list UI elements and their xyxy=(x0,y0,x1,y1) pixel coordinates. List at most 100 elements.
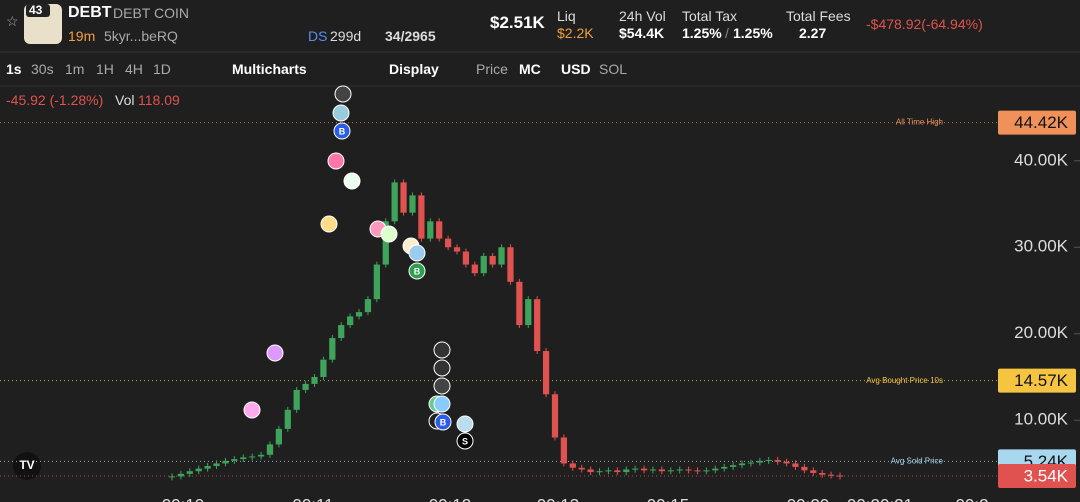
candle-body xyxy=(525,299,532,326)
holders: 34/2965 xyxy=(385,28,436,44)
price-tag xyxy=(998,464,1076,489)
stat-value: 1.25% xyxy=(682,25,722,41)
candle-body xyxy=(168,476,176,478)
interval[interactable]: 4H xyxy=(125,61,143,77)
candle-body xyxy=(275,428,282,445)
trade-marker xyxy=(434,413,452,431)
candle-body xyxy=(329,338,336,360)
interval[interactable]: 1H xyxy=(96,61,114,77)
trader-avatar xyxy=(433,395,451,413)
candle-body xyxy=(409,195,416,213)
candle-body xyxy=(632,468,639,470)
candle-body xyxy=(605,470,612,472)
trader-avatar xyxy=(243,401,261,419)
price-tag-label: 14.57K xyxy=(1014,371,1069,390)
display[interactable]: Display xyxy=(389,61,439,77)
trade-marker-label: S xyxy=(462,436,468,446)
candle-body xyxy=(195,468,202,472)
price-toggle[interactable]: Price xyxy=(476,61,508,77)
stat-label: Liq xyxy=(557,8,576,24)
stat-value: $2.2K xyxy=(557,25,594,41)
price-line-label: Avg Sold Price xyxy=(891,456,944,465)
interval[interactable]: 30s xyxy=(31,61,54,77)
y-tick-label: 20.00K xyxy=(1014,323,1069,342)
candle-body xyxy=(569,463,576,468)
usd-toggle[interactable]: USD xyxy=(561,61,591,77)
trader-avatar xyxy=(332,104,350,122)
trader-avatar xyxy=(380,225,398,243)
candle-body xyxy=(516,281,523,326)
mc-toggle[interactable]: MC xyxy=(519,61,541,77)
legend-vol-label: Vol xyxy=(115,92,135,108)
candle-body xyxy=(827,474,835,476)
price-tag xyxy=(998,368,1076,393)
candle-body xyxy=(614,470,621,473)
multicharts[interactable]: Multicharts xyxy=(232,61,307,77)
trader-avatar xyxy=(327,152,345,170)
interval[interactable]: 1s xyxy=(6,61,22,77)
sol-toggle[interactable]: SOL xyxy=(599,61,628,77)
stat-label: Total Fees xyxy=(786,8,851,24)
legend-vol: 118.09 xyxy=(138,92,180,108)
candle-body xyxy=(685,469,692,471)
stat-label: Total Tax xyxy=(682,8,737,24)
price-tag-label: 44.42K xyxy=(1014,113,1069,132)
candle-body xyxy=(507,247,514,282)
trader-avatar xyxy=(456,415,474,433)
candle-body xyxy=(712,468,719,471)
candle-body xyxy=(471,264,478,274)
x-tick-label: 00:20:21 xyxy=(847,495,913,502)
candle-body xyxy=(391,182,398,222)
trader-avatar xyxy=(343,172,361,190)
x-tick-label: 00:11 xyxy=(292,495,333,502)
ds[interactable]: DS xyxy=(308,28,328,44)
x-tick-label: 00:20 xyxy=(787,495,830,502)
candle-body xyxy=(667,470,674,472)
legend-change: -45.92 (-1.28%) xyxy=(6,92,104,108)
candle-body xyxy=(373,264,380,300)
candle-body xyxy=(177,473,185,477)
address[interactable]: 5kyr...beRQ xyxy=(104,28,178,44)
y-tick-label: 10.00K xyxy=(1014,410,1069,429)
trader-avatar xyxy=(320,215,338,233)
candle-body xyxy=(756,460,763,463)
candle-body xyxy=(801,466,808,471)
trade-marker-label: B xyxy=(440,417,447,427)
ds-age: 299d xyxy=(330,28,362,44)
trade-marker-label: B xyxy=(414,266,421,276)
candle-body xyxy=(355,312,363,317)
price-line-label: Avg Bought Price 10s xyxy=(866,376,943,385)
age: 19m xyxy=(68,28,96,44)
star-icon[interactable]: ☆ xyxy=(6,13,19,29)
svg-text:TV: TV xyxy=(19,458,34,472)
x-tick-label: 00:12 xyxy=(429,495,472,502)
trade-marker xyxy=(456,432,474,450)
interval[interactable]: 1m xyxy=(65,61,85,77)
candle-body xyxy=(222,460,229,464)
candle-body xyxy=(623,469,630,473)
interval[interactable]: 1D xyxy=(153,61,171,77)
candle-body xyxy=(249,456,256,458)
candle-body xyxy=(730,465,737,467)
price-line-label: All Time High xyxy=(896,118,943,127)
candle-body xyxy=(560,437,568,464)
candle-body xyxy=(240,457,247,460)
candle-body xyxy=(444,238,452,248)
price-tag-label: 3.54K xyxy=(1024,467,1069,486)
candle-body xyxy=(498,247,505,265)
candle-body xyxy=(738,463,746,466)
candle-body xyxy=(810,470,817,473)
trade-marker-label: B xyxy=(339,126,346,136)
stat-value: 2.27 xyxy=(799,25,827,41)
trader-avatar xyxy=(433,377,451,395)
candle-body xyxy=(293,389,300,410)
candle-body xyxy=(347,316,354,326)
candle-body xyxy=(266,444,274,455)
trader-avatar xyxy=(433,341,451,359)
candle-body xyxy=(721,466,728,469)
candle-body xyxy=(676,469,683,471)
trade-marker xyxy=(408,262,426,280)
candle-body xyxy=(551,394,559,438)
